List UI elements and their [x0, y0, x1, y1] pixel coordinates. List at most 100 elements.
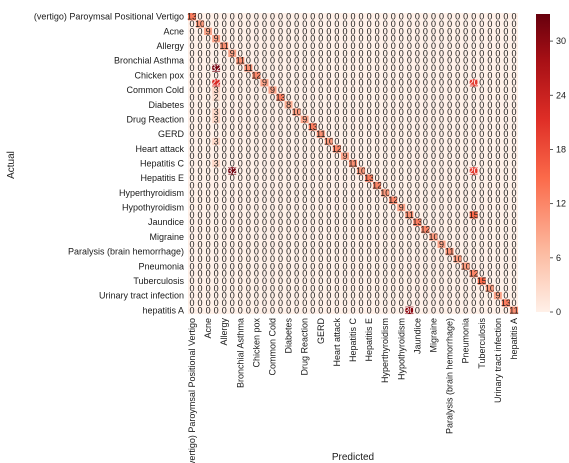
heatmap-cell — [212, 123, 221, 131]
heatmap-cell — [453, 86, 462, 94]
cell-value-label: 0 — [342, 12, 347, 22]
cell-value-label: 0 — [238, 195, 243, 205]
heatmap-cell — [340, 49, 350, 58]
cell-value-label: 0 — [375, 203, 380, 213]
cell-value-label: 0 — [399, 188, 404, 198]
heatmap-cell — [445, 211, 454, 219]
heatmap-cell — [260, 20, 269, 28]
heatmap-cell — [340, 145, 350, 153]
heatmap-cell — [324, 20, 333, 28]
heatmap-cell — [493, 233, 502, 241]
cell-value-label: 0 — [447, 181, 452, 191]
heatmap-cell — [461, 203, 470, 212]
cell-value-label: 0 — [471, 26, 476, 36]
heatmap-cell — [268, 123, 277, 131]
cell-value-label: 0 — [222, 26, 227, 36]
cell-value-label: 0 — [439, 291, 444, 301]
heatmap-cell — [300, 218, 309, 226]
heatmap-cell — [212, 64, 221, 72]
cell-value-label: 0 — [262, 247, 267, 257]
heatmap-cell — [332, 189, 341, 197]
heatmap-cell — [244, 299, 253, 307]
cell-value-label: 0 — [302, 92, 307, 102]
cell-value-label: 0 — [407, 107, 412, 117]
cell-value-label: 0 — [479, 136, 484, 146]
cell-value-label: 0 — [198, 247, 203, 257]
heatmap-cell — [228, 42, 237, 50]
cell-value-label: 0 — [206, 56, 211, 66]
heatmap-cell — [421, 137, 430, 146]
cell-value-label: 0 — [342, 203, 347, 213]
heatmap-cell — [373, 20, 382, 28]
cell-value-label: 0 — [230, 122, 235, 132]
cell-value-label: 0 — [286, 225, 291, 235]
cell-value-label: 0 — [439, 85, 444, 95]
heatmap-cell — [421, 93, 430, 102]
y-tick-label: Pneumonia — [138, 261, 184, 271]
heatmap-cell — [381, 115, 390, 124]
heatmap-cell — [461, 57, 470, 65]
heatmap-cell — [268, 115, 277, 124]
heatmap-cell — [324, 240, 333, 248]
cell-value-label: 0 — [206, 283, 211, 293]
heatmap-cell — [292, 233, 301, 241]
cell-value-label: 0 — [286, 70, 291, 80]
cell-value-label: 0 — [214, 70, 219, 80]
cell-value-label: 0 — [310, 195, 315, 205]
heatmap-cell — [292, 291, 301, 300]
heatmap-cell — [453, 27, 462, 36]
cell-value-label: 0 — [391, 114, 396, 124]
heatmap-cell — [268, 225, 277, 234]
heatmap-cell — [413, 203, 422, 212]
heatmap-cell — [212, 167, 221, 175]
heatmap-cell — [188, 211, 197, 219]
cell-value-label: 0 — [262, 85, 267, 95]
cell-value-label: 0 — [359, 298, 364, 308]
heatmap-cell — [284, 152, 293, 160]
heatmap-cell — [445, 71, 454, 80]
heatmap-cell — [308, 196, 317, 204]
heatmap-cell — [477, 196, 486, 204]
cell-value-label: 0 — [439, 166, 444, 176]
cell-value-label: 0 — [294, 63, 299, 73]
heatmap-cell — [429, 145, 438, 153]
cell-value-label: 0 — [278, 12, 283, 22]
heatmap-cell — [260, 174, 269, 182]
cell-value-label: 0 — [423, 34, 428, 44]
heatmap-cell — [381, 20, 390, 28]
heatmap-cell — [204, 137, 213, 146]
heatmap-cell — [276, 262, 285, 270]
cell-value-label: 0 — [423, 129, 428, 139]
heatmap-cell — [292, 79, 301, 87]
heatmap-cell — [389, 306, 398, 315]
heatmap-cell — [501, 79, 510, 87]
cell-value-label: 0 — [230, 78, 235, 88]
heatmap-cell — [493, 167, 502, 175]
heatmap-cell — [196, 27, 205, 36]
cell-value-label: 0 — [383, 181, 388, 191]
heatmap-cell — [228, 181, 237, 190]
heatmap-cell — [461, 13, 470, 21]
cell-value-label: 0 — [431, 247, 436, 257]
cell-value-label: 0 — [318, 56, 323, 66]
heatmap-cell — [204, 115, 213, 124]
cell-value-label: 0 — [318, 63, 323, 73]
cell-value-label: 0 — [447, 261, 452, 271]
heatmap-cell — [509, 49, 519, 58]
heatmap-cell — [236, 42, 245, 50]
cell-value-label: 0 — [222, 114, 227, 124]
cell-value-label: 0 — [447, 225, 452, 235]
cell-value-label: 0 — [431, 210, 436, 220]
cell-value-label: 0 — [431, 269, 436, 279]
cell-value-label: 0 — [415, 63, 420, 73]
cell-value-label: 0 — [367, 48, 372, 58]
cell-value-label: 0 — [463, 122, 468, 132]
heatmap-cell — [204, 167, 213, 175]
heatmap-cell — [381, 57, 390, 65]
heatmap-cell — [477, 130, 486, 138]
cell-value-label: 0 — [415, 70, 420, 80]
heatmap-cell — [196, 299, 205, 307]
heatmap-cell — [413, 218, 422, 226]
heatmap-cell — [188, 196, 197, 204]
heatmap-cell — [300, 20, 309, 28]
